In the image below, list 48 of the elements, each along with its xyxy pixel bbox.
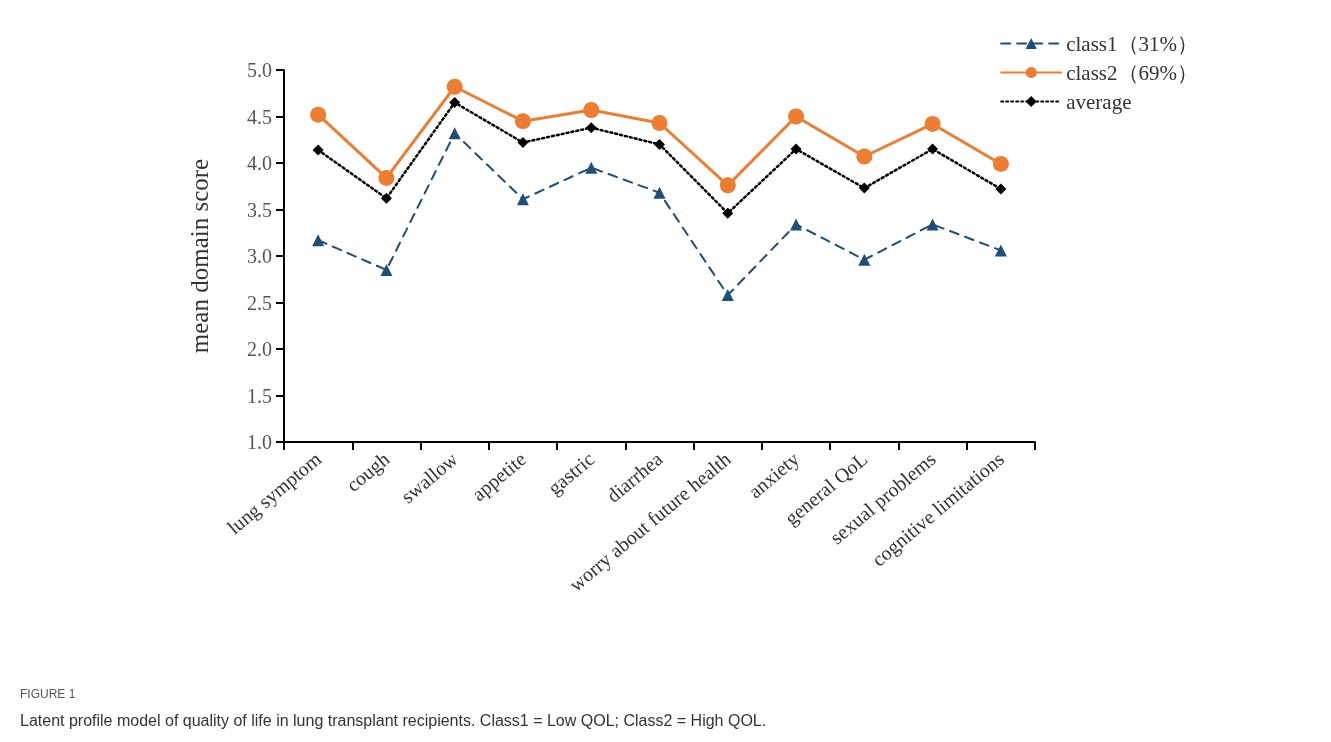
y-tick-label: 2.5 (247, 291, 272, 314)
point (654, 138, 665, 150)
point (585, 161, 598, 174)
y-axis-title: mean domain score (186, 158, 213, 354)
point (448, 127, 461, 140)
point (926, 218, 939, 231)
point (924, 115, 941, 132)
point (858, 182, 870, 194)
y-tick-label: 2.0 (247, 338, 272, 360)
point (653, 186, 666, 199)
point (312, 234, 325, 247)
y-tick-label: 5.0 (247, 59, 272, 81)
point (721, 289, 734, 302)
point (651, 115, 668, 132)
legend-label: class2（69%） (1066, 60, 1199, 85)
point (517, 137, 529, 149)
y-tick-label: 3.0 (247, 245, 272, 267)
point (310, 106, 327, 123)
point (994, 244, 1007, 257)
point (514, 113, 531, 130)
point (790, 143, 802, 155)
point (378, 169, 395, 186)
y-tick-label: 1.5 (247, 384, 272, 407)
point (858, 253, 871, 266)
point (722, 207, 734, 219)
point (380, 192, 392, 204)
point (516, 193, 529, 206)
point (380, 263, 393, 276)
point (583, 101, 600, 118)
point (927, 143, 939, 155)
point (788, 108, 805, 125)
point (312, 144, 324, 156)
y-tick-label: 4.0 (247, 152, 272, 174)
point (449, 97, 461, 109)
y-tick-label: 3.5 (247, 198, 272, 221)
caption: FIGURE 1 (20, 687, 76, 701)
text: Latent profile model of quality of life in lung transplant recipients. Class1 = Low QOL; Class2 = High QOL. (20, 711, 767, 729)
point (995, 183, 1007, 195)
point (446, 78, 463, 95)
point (790, 218, 803, 231)
legend-label: class1（31%） (1066, 31, 1199, 56)
y-tick-label: 4.5 (247, 105, 272, 128)
point (585, 122, 597, 134)
point (992, 155, 1009, 172)
point (856, 148, 873, 165)
y-tick-label: 1.0 (247, 431, 272, 453)
point (719, 177, 736, 194)
legend-label: average (1066, 89, 1132, 114)
